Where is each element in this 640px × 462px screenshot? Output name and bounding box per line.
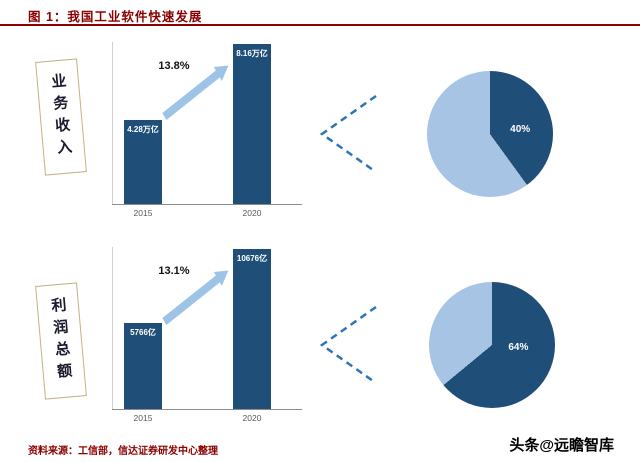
x-tick-label: 2020 [242,413,262,423]
header-rule [0,24,640,26]
side-label-revenue-text: 业务收入 [48,72,74,162]
side-label-revenue: 业务收入 [35,58,87,176]
bar-value-label: 4.28万亿 [127,125,159,134]
figure-title: 图 1：我国工业软件快速发展 [28,10,203,24]
x-axis-line [112,204,302,205]
x-tick-label: 2015 [133,208,153,218]
growth-arrow-icon [162,65,229,120]
bar-chart-revenue: 13.8% 4.28万亿 8.16万亿 2015 2020 [112,42,302,218]
bar-value-label: 8.16万亿 [236,49,268,58]
chevron-left-icon [319,305,377,385]
y-axis-line [112,247,113,410]
pie-slice-label: 64% [508,342,529,354]
bar-revenue-2020: 8.16万亿 [233,44,271,204]
side-label-profit-text: 利润总额 [48,296,74,386]
bar-profit-2015: 5766亿 [124,323,162,409]
side-label-profit: 利润总额 [35,282,87,400]
x-axis-line [112,409,302,410]
pie-chart-revenue: 40% [427,71,553,197]
source-note: 资料来源：工信部，信达证券研发中心整理 [28,446,218,457]
y-axis-line [112,42,113,205]
bar-revenue-2015: 4.28万亿 [124,120,162,204]
bar-chart-profit: 13.1% 5766亿 10676亿 2015 2020 [112,247,302,423]
pie-chart-profit: 64% [429,282,555,408]
chevron-left-icon [319,94,377,174]
x-tick-label: 2015 [133,413,153,423]
pie-slice-label: 40% [510,123,531,135]
bar-value-label: 10676亿 [236,254,268,263]
bar-profit-2020: 10676亿 [233,249,271,409]
cagr-label-profit: 13.1% [158,265,190,277]
growth-arrow-icon [162,270,229,325]
watermark: 头条@远瞻智库 [509,437,614,454]
bar-value-label: 5766亿 [130,328,156,337]
x-tick-label: 2020 [242,208,262,218]
cagr-label-revenue: 13.8% [158,60,190,72]
